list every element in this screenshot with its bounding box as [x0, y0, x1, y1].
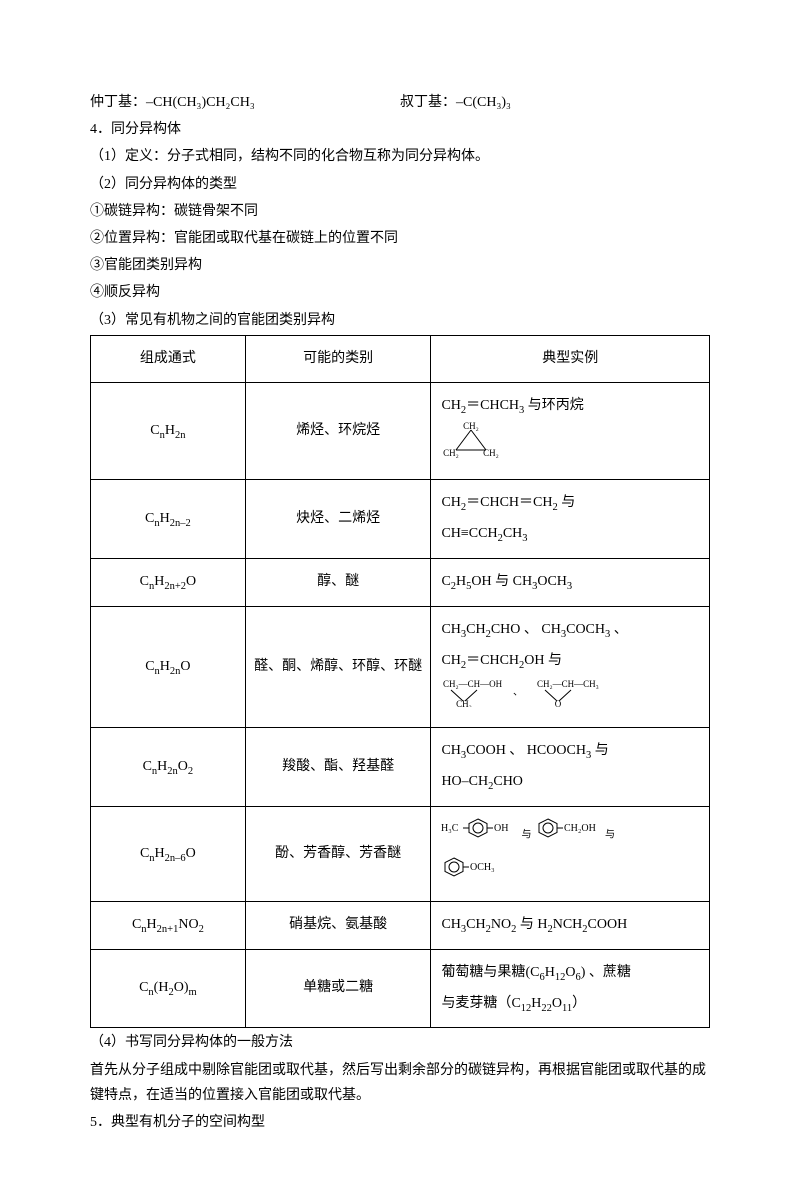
example-cell: CH2＝CHCH3 与环丙烷 CH₂CH₂CH₂ [431, 383, 710, 480]
cresol-icon: H₃C OH [441, 815, 521, 854]
svg-text:CH₂—CH—CH₃: CH₂—CH—CH₃ [537, 679, 599, 689]
svg-text:CH₂: CH₂ [444, 448, 460, 458]
tert-butyl-label: 叔丁基： [400, 95, 456, 110]
example-cell: 葡萄糖与果糖(C6H12O6) 、蔗糖与麦芽糖（C12H22O11） [431, 949, 710, 1028]
svg-text:CH₂—CH—OH: CH₂—CH—OH [443, 679, 503, 689]
category-cell: 烯烃、环烷烃 [245, 383, 431, 480]
sec-butyl-label: 仲丁基： [90, 95, 146, 110]
header-formula: 组成通式 [91, 335, 246, 383]
example-cell: CH2＝CHCH＝CH2 与CH≡CCH2CH3 [431, 480, 710, 559]
formula-cell: CnH2n [91, 383, 246, 480]
table-row: Cn(H2O)m 单糖或二糖 葡萄糖与果糖(C6H12O6) 、蔗糖与麦芽糖（C… [91, 949, 710, 1028]
header-example: 典型实例 [431, 335, 710, 383]
example-cell: C2H5OH 与 CH3OCH3 [431, 558, 710, 606]
table-row: CnH2n+1NO2 硝基烷、氨基酸 CH3CH2NO2 与 H2NCH2COO… [91, 901, 710, 949]
formula-cell: CnH2n+2O [91, 558, 246, 606]
svg-text:CH₂OH: CH₂OH [564, 823, 596, 834]
benzyl-alcohol-icon: CH₂OH [535, 815, 605, 854]
category-cell: 醛、酮、烯醇、环醇、环醚 [245, 606, 431, 728]
example-cell: CH3CH2NO2 与 H2NCH2COOH [431, 901, 710, 949]
types-heading: （2）同分异构体的类型 [90, 172, 710, 197]
definition-text: （1）定义：分子式相同，结构不同的化合物互称为同分异构体。 [90, 144, 710, 169]
svg-text:O: O [555, 699, 562, 707]
table-row: CnH2nO 醛、酮、烯醇、环醇、环醚 CH3CH2CHO 、 CH3COCH3… [91, 606, 710, 728]
formula-cell: Cn(H2O)m [91, 949, 246, 1028]
section-4-title: 4．同分异构体 [90, 117, 710, 142]
svg-text:、: 、 [513, 687, 523, 698]
svg-text:CH₂: CH₂ [464, 422, 480, 431]
isomer-table: 组成通式 可能的类别 典型实例 CnH2n 烯烃、环烷烃 CH2＝CHCH3 与… [90, 335, 710, 1029]
oxirane-icon: CH₂—CH—CH₃ O [535, 677, 635, 720]
table-row: CnH2n–6O 酚、芳香醇、芳香醚 H₃COH 与 CH₂OH 与 OCH₃ [91, 807, 710, 902]
cyclopropane-icon: CH₂ CH₂ CH₂ [441, 422, 501, 471]
anisole-icon: OCH₃ [441, 854, 511, 893]
svg-text:H₃C: H₃C [441, 823, 459, 834]
svg-text:CH₂: CH₂ [457, 699, 473, 707]
header-category: 可能的类别 [245, 335, 431, 383]
formula-cell: CnH2nO2 [91, 728, 246, 807]
sec-butyl-formula: –CH(CH₃)CH₂CH₃ [146, 95, 255, 110]
table-row: CnH2nO2 羧酸、酯、羟基醛 CH3COOH 、 HCOOCH3 与HO–C… [91, 728, 710, 807]
type-position: ②位置异构：官能团或取代基在碳链上的位置不同 [90, 226, 710, 251]
category-cell: 醇、醚 [245, 558, 431, 606]
category-cell: 硝基烷、氨基酸 [245, 901, 431, 949]
category-cell: 酚、芳香醇、芳香醚 [245, 807, 431, 902]
subsection-3: （3）常见有机物之间的官能团类别异构 [90, 308, 710, 333]
formula-cell: CnH2n–6O [91, 807, 246, 902]
svg-text:OH: OH [494, 823, 508, 834]
svg-text:CH₂: CH₂ [484, 448, 500, 458]
table-row: CnH2n–2 炔烃、二烯烃 CH2＝CHCH＝CH2 与CH≡CCH2CH3 [91, 480, 710, 559]
category-cell: 羧酸、酯、羟基醛 [245, 728, 431, 807]
example-cell: H₃COH 与 CH₂OH 与 OCH₃ [431, 807, 710, 902]
method-text: 首先从分子组成中剔除官能团或取代基，然后写出剩余部分的碳链异构，再根据官能团或取… [90, 1058, 710, 1108]
butyl-groups-row: 仲丁基：–CH(CH₃)CH₂CH₃ 叔丁基：–C(CH₃)₃ [90, 90, 710, 115]
subsection-4: （4）书写同分异构体的一般方法 [90, 1030, 710, 1055]
example-cell: CH3CH2CHO 、 CH3COCH3 、CH2＝CHCH2OH 与 CH₂—… [431, 606, 710, 728]
category-cell: 炔烃、二烯烃 [245, 480, 431, 559]
tert-butyl-formula: –C(CH₃)₃ [456, 95, 511, 110]
table-row: CnH2n 烯烃、环烷烃 CH2＝CHCH3 与环丙烷 CH₂CH₂CH₂ [91, 383, 710, 480]
formula-cell: CnH2n+1NO2 [91, 901, 246, 949]
cyclopropanol-icon: CH₂—CH—OH CH₂ 、 [441, 677, 531, 720]
example-cell: CH3COOH 、 HCOOCH3 与HO–CH2CHO [431, 728, 710, 807]
formula-cell: CnH2n–2 [91, 480, 246, 559]
section-5-title: 5．典型有机分子的空间构型 [90, 1110, 710, 1135]
formula-cell: CnH2nO [91, 606, 246, 728]
table-row: CnH2n+2O 醇、醚 C2H5OH 与 CH3OCH3 [91, 558, 710, 606]
svg-text:OCH₃: OCH₃ [470, 862, 495, 873]
type-chain: ①碳链异构：碳链骨架不同 [90, 199, 710, 224]
type-cis-trans: ④顺反异构 [90, 280, 710, 305]
type-functional: ③官能团类别异构 [90, 253, 710, 278]
category-cell: 单糖或二糖 [245, 949, 431, 1028]
table-header-row: 组成通式 可能的类别 典型实例 [91, 335, 710, 383]
